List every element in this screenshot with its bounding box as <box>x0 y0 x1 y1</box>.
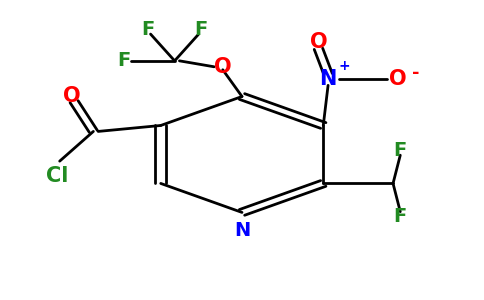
Text: F: F <box>393 141 407 160</box>
Text: F: F <box>393 207 407 226</box>
Text: F: F <box>118 51 131 70</box>
Text: -: - <box>412 64 420 82</box>
Text: Cl: Cl <box>46 167 68 187</box>
Text: O: O <box>214 57 231 77</box>
Text: O: O <box>389 69 407 89</box>
Text: N: N <box>234 221 250 240</box>
Text: N: N <box>319 69 337 89</box>
Text: O: O <box>63 86 80 106</box>
Text: O: O <box>310 32 327 52</box>
Text: +: + <box>339 59 350 73</box>
Text: F: F <box>195 20 208 39</box>
Text: F: F <box>141 20 155 39</box>
